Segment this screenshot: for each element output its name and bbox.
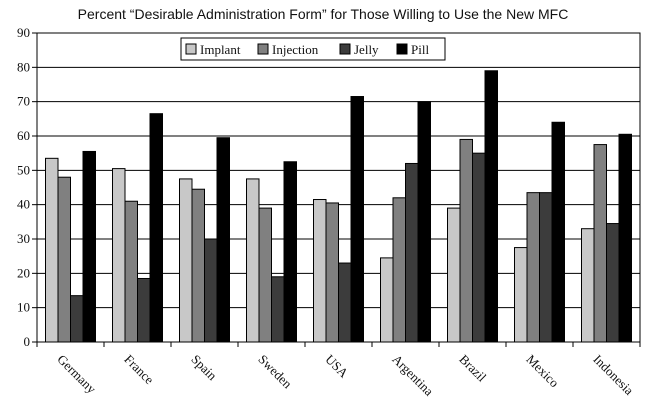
bar-injection-mexico: [526, 192, 540, 343]
bar-implant-indonesia: [581, 228, 595, 343]
legend-swatch-pill: [396, 43, 408, 55]
y-tick-label: 20: [17, 265, 30, 280]
bar-jelly-brazil: [472, 152, 486, 343]
bar-implant-brazil: [447, 207, 461, 343]
bar-jelly-mexico: [539, 192, 553, 343]
bar-jelly-germany: [70, 295, 84, 343]
y-tick-label: 0: [24, 334, 31, 349]
bar-injection-argentina: [392, 197, 406, 343]
bar-implant-usa: [313, 199, 327, 343]
y-tick-labels: 0 10 20 30 40 50 60 70 80 90: [17, 25, 30, 349]
category-label-usa: USA: [322, 352, 351, 381]
category-label-germany: Germany: [54, 352, 99, 397]
bar-implant-france: [112, 168, 126, 343]
bar-implant-spain: [179, 178, 193, 343]
bar-implant-argentina: [380, 257, 394, 343]
category-label-sweden: Sweden: [255, 352, 295, 392]
y-tick-label: 30: [17, 231, 30, 246]
legend-label-implant: Implant: [200, 42, 241, 57]
bar-pill-sweden: [283, 161, 297, 343]
legend-box: [180, 37, 446, 61]
legend-swatch-injection: [257, 43, 269, 55]
bar-jelly-sweden: [271, 276, 285, 343]
y-tick-label: 70: [17, 94, 30, 109]
y-tick-label: 50: [17, 162, 30, 177]
legend-swatch-jelly: [339, 43, 351, 55]
bar-implant-germany: [45, 157, 59, 343]
bar-jelly-usa: [338, 262, 352, 343]
bar-pill-usa: [350, 96, 364, 343]
y-tick-label: 60: [17, 128, 30, 143]
chart-title: Percent “Desirable Administration Form” …: [77, 6, 569, 22]
y-tick-label: 40: [17, 197, 30, 212]
x-category-labels: Germany France Spain Sweden USA Argentina Braz…: [54, 352, 637, 399]
bar-injection-indonesia: [593, 144, 607, 343]
bar-pill-mexico: [551, 121, 565, 343]
bar-jelly-france: [137, 277, 151, 343]
category-label-indonesia: Indonesia: [590, 352, 637, 399]
bar-pill-indonesia: [618, 133, 632, 343]
legend-label-injection: Injection: [272, 42, 319, 57]
axes: [32, 32, 641, 347]
bar-injection-spain: [191, 188, 205, 343]
bar-injection-sweden: [258, 207, 272, 343]
legend: Implant Injection Jelly Pill: [180, 37, 446, 61]
bar-injection-brazil: [459, 138, 473, 343]
legend-label-pill: Pill: [411, 42, 429, 57]
bar-jelly-spain: [204, 238, 218, 343]
y-tick-label: 90: [17, 25, 30, 40]
category-label-spain: Spain: [188, 352, 220, 384]
category-label-argentina: Argentina: [389, 352, 436, 399]
bar-pill-argentina: [417, 101, 431, 343]
bar-implant-mexico: [514, 247, 528, 343]
bar-jelly-argentina: [405, 162, 419, 343]
bar-injection-usa: [325, 202, 339, 343]
y-tick-label: 10: [17, 300, 30, 315]
bar-pill-germany: [82, 150, 96, 343]
category-label-france: France: [121, 352, 157, 388]
bar-pill-spain: [216, 137, 230, 343]
y-tick-label: 80: [17, 59, 30, 74]
bar-pill-france: [149, 113, 163, 343]
bar-injection-germany: [57, 176, 71, 343]
bar-injection-france: [124, 200, 138, 343]
bar-implant-sweden: [246, 178, 260, 343]
category-label-brazil: Brazil: [456, 352, 489, 385]
category-label-mexico: Mexico: [523, 352, 562, 391]
legend-label-jelly: Jelly: [354, 42, 379, 57]
bars: [45, 70, 632, 343]
bar-jelly-indonesia: [606, 223, 620, 343]
legend-swatch-implant: [185, 43, 197, 55]
bar-pill-brazil: [484, 70, 498, 343]
